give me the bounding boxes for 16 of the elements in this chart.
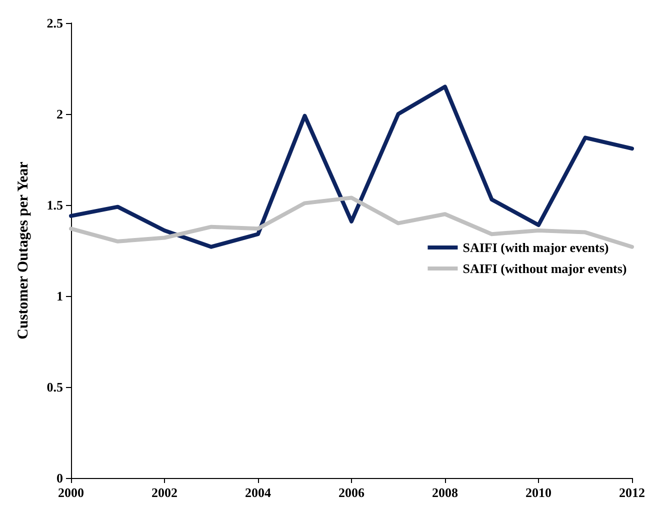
x-tick-label: 2004 [245, 485, 272, 500]
x-tick-label: 2002 [152, 485, 178, 500]
x-tick-label: 2000 [58, 485, 84, 500]
legend-label: SAIFI (with major events) [462, 240, 609, 255]
x-tick-label: 2010 [526, 485, 552, 500]
y-tick-label: 1.5 [46, 198, 64, 212]
y-tick-label: 2 [56, 106, 63, 122]
y-tick-label: 0.5 [46, 380, 64, 394]
y-tick-label: 2.5 [46, 16, 64, 30]
y-axis-title: Customer Outages per Year [16, 161, 32, 340]
y-tick-label: 1 [56, 288, 63, 304]
y-tick-label: 0 [56, 470, 63, 486]
x-tick-label: 2008 [432, 485, 458, 500]
x-tick-label: 2006 [338, 485, 365, 500]
x-tick-label: 2012 [619, 485, 645, 500]
legend-label: SAIFI (without major events) [462, 261, 627, 276]
